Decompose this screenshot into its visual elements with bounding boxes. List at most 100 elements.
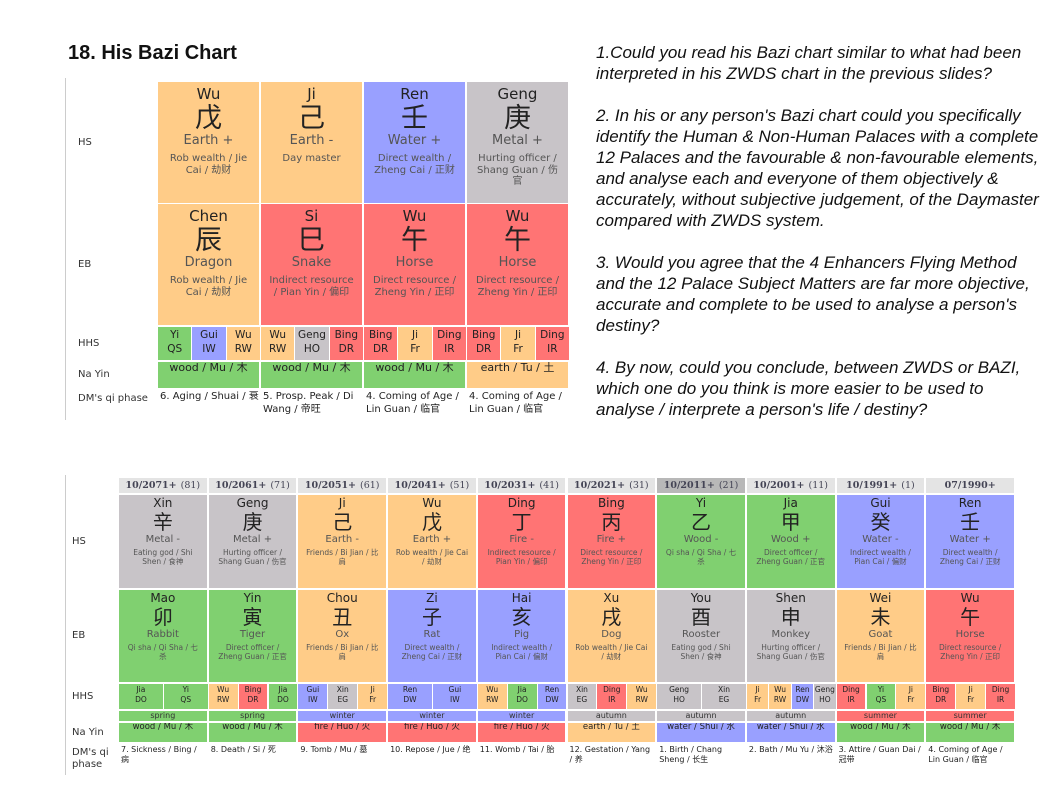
hidden-stem-god: QS	[167, 343, 183, 356]
hidden-stem-god: DR	[247, 694, 259, 704]
hidden-stem-god: DR	[475, 343, 492, 356]
stem-pinyin: Jia	[783, 496, 798, 510]
hidden-stem-name: Wu	[774, 685, 786, 694]
hidden-stem-name: Geng	[298, 329, 326, 341]
nayin-cell: wood / Mu / 木	[119, 723, 207, 742]
ten-god: Indirect resource / Pian Yin / 偏印	[269, 275, 354, 298]
row-label: EB	[72, 630, 86, 641]
branch-animal: Tiger	[239, 628, 266, 640]
row-label: EB	[78, 258, 92, 270]
branch-animal: Horse	[955, 628, 985, 640]
earthly-branch-cell: Zi 子 Rat Direct wealth / Zheng Cai / 正财	[388, 590, 476, 682]
stem-element: Wood -	[683, 533, 719, 545]
question-list: 1.Could you read his Bazi chart similar …	[596, 42, 1041, 441]
phase-cell: 4. Coming of Age / Lin Guan / 临官	[364, 391, 465, 419]
earthly-branch-cell: Mao 卯 Rabbit Qi sha / Qi Sha / 七杀	[119, 590, 207, 682]
branch-char: 申	[780, 604, 801, 629]
ten-god: Indirect wealth / Pian Cai / 偏财	[491, 643, 553, 661]
nayin-cell: fire / Huo / 火	[298, 723, 387, 742]
hidden-stem-name: Bing	[471, 329, 496, 341]
age: (81)	[180, 480, 201, 491]
season-cell: winter	[298, 711, 387, 721]
hidden-stem-god: DW	[403, 694, 417, 704]
qi-phase: 7. Sickness / Bing / 病	[121, 745, 197, 764]
phase-cell: 8. Death / Si / 死	[209, 745, 297, 775]
hidden-stem: Jia DO	[119, 684, 163, 709]
nayin-cell: wood / Mu / 木	[364, 362, 465, 388]
slide-title: 18. His Bazi Chart	[68, 42, 237, 64]
branch-pinyin: Wu	[505, 207, 530, 225]
ten-god: Eating god / Shi Shen / 食神	[133, 548, 193, 566]
hidden-stem: Ren DW	[537, 684, 567, 709]
age: (1)	[901, 480, 915, 491]
age: (11)	[808, 480, 829, 491]
ten-god: Direct resource / Zheng Yin / 正印	[580, 548, 643, 566]
heavenly-stem-cell: Ji 己 Earth - Day master	[261, 82, 362, 203]
divider	[65, 78, 66, 420]
ten-god: Rob wealth / Jie Cai / 劫财	[169, 153, 248, 176]
earthly-branch-cell: Wei 未 Goat Friends / Bi Jian / 比肩	[836, 590, 925, 682]
nayin: fire / Huo / 火	[493, 723, 550, 732]
hidden-stem-god: EG	[337, 694, 349, 704]
stem-pinyin: Wu	[196, 85, 221, 103]
hidden-stem: Wu RW	[261, 327, 295, 360]
hidden-stem: Yi QS	[163, 684, 208, 709]
branch-char: 丑	[332, 604, 353, 629]
hidden-stem: Jia DO	[507, 684, 537, 709]
branch-char: 巳	[298, 225, 325, 257]
ten-god: Hurting officer / Shang Guan / 伤官	[477, 153, 558, 188]
hidden-stem: Bing DR	[329, 327, 363, 360]
stem-element: Fire -	[509, 533, 534, 545]
earthly-branch-cell: Chou 丑 Ox Friends / Bi Jian / 比肩	[298, 590, 387, 682]
stem-pinyin: Ren	[958, 496, 982, 510]
season: winter	[509, 711, 535, 720]
period: 10/1991+	[846, 480, 898, 491]
nayin-cell: earth / Tu / 土	[467, 362, 568, 388]
branch-char: 酉	[691, 604, 712, 629]
ten-god: Friends / Bi Jian / 比肩	[844, 643, 917, 661]
hidden-stem-name: Bing	[368, 329, 393, 341]
period-header: 10/2001+ (11)	[746, 478, 835, 493]
nayin-cell: wood / Mu / 木	[926, 723, 1014, 742]
branch-pinyin: Shen	[775, 591, 806, 605]
hidden-stem-name: Xin	[717, 685, 730, 694]
hidden-stem-name: Xin	[336, 685, 349, 694]
hidden-stem-name: Ding	[842, 685, 860, 694]
branch-pinyin: Si	[304, 207, 319, 225]
stem-element: Earth +	[412, 533, 452, 545]
hidden-stem-god: QS	[180, 694, 192, 704]
hidden-stem-name: Yi	[170, 329, 180, 341]
qi-phase: 10. Repose / Jue / 绝	[390, 745, 471, 754]
season-cell: autumn	[746, 711, 835, 721]
branch-pinyin: Wu	[960, 591, 980, 605]
season: autumn	[685, 711, 717, 720]
qi-phase: 1. Birth / Chang Sheng / 长生	[659, 745, 723, 764]
stem-element: Earth -	[325, 533, 360, 545]
season-cell: summer	[836, 711, 925, 721]
stem-char: 甲	[780, 509, 801, 534]
heavenly-stem-cell: Geng 庚 Metal + Hurting officer / Shang Guan…	[208, 495, 297, 588]
hidden-stem-name: Yi	[182, 685, 189, 694]
hidden-stem-god: RW	[486, 694, 499, 704]
nayin-cell: water / Shui / 水	[657, 723, 745, 742]
age: (21)	[718, 480, 739, 491]
phase-cell: 5. Prosp. Peak / Di Wang / 帝旺	[261, 391, 362, 419]
hidden-stem: Wu RW	[208, 684, 238, 709]
qi-phase: 6. Aging / Shuai / 衰	[160, 391, 259, 402]
heavenly-stem-cell: Geng 庚 Metal + Hurting officer / Shang Guan…	[467, 82, 568, 203]
stem-char: 辛	[152, 509, 173, 534]
hidden-stem: Ji Fr	[746, 684, 769, 709]
nayin-cell: wood / Mu / 木	[158, 362, 259, 388]
hidden-stem-name: Ji	[908, 685, 913, 694]
branch-pinyin: Wu	[402, 207, 427, 225]
hidden-stem-name: Ji	[370, 685, 375, 694]
hidden-stem: Ding IR	[986, 684, 1015, 709]
season: autumn	[595, 711, 627, 720]
earthly-branch-cell: Si 巳 Snake Indirect resource / Pian Yin / 偏…	[261, 204, 362, 325]
hidden-stem-god: HO	[303, 343, 321, 356]
period-header: 10/2051+ (61)	[298, 478, 387, 493]
branch-pinyin: You	[690, 591, 712, 605]
period: 10/2071+	[125, 480, 177, 491]
period-header: 10/2031+ (41)	[477, 478, 566, 493]
ten-god: Friends / Bi Jian / 比肩	[306, 548, 379, 566]
